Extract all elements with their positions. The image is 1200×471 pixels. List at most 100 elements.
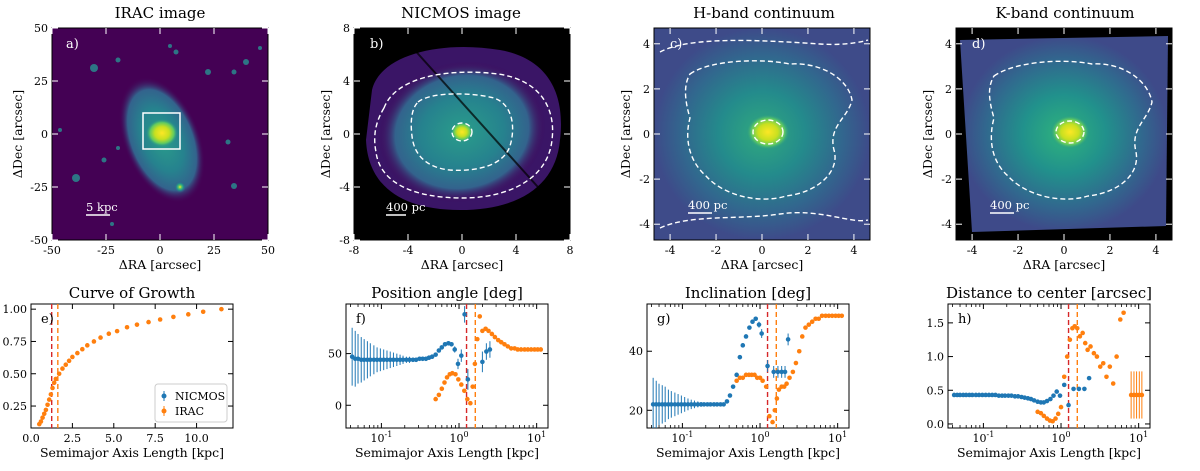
point-irac (41, 411, 47, 417)
legend-label-irac: IRAC (175, 405, 204, 418)
ytick-label-cog: 0.75 (3, 335, 28, 348)
nicmos-scalebar-label: 400 pc (386, 200, 425, 214)
point-irac (1091, 350, 1097, 356)
title-pa: Position angle [deg] (371, 284, 523, 302)
point-irac (1117, 317, 1123, 322)
ytick-label-kband: -4 (941, 218, 952, 231)
point-nicmos (449, 342, 454, 347)
point-nicmos (1048, 396, 1053, 402)
point-irac (456, 377, 461, 382)
ytick-label-irac: 25 (34, 75, 48, 88)
title-hband: H-band continuum (693, 4, 835, 22)
plot-inc: 10-1 100 101 20 40 Semimajor Axis Length [kpc… (629, 303, 850, 460)
ytick-label-nicmos: -4 (339, 181, 350, 194)
point-nicmos (381, 357, 386, 363)
point-irac (806, 322, 812, 327)
xtick-label-inc: 10-1 (671, 430, 693, 445)
point-irac (453, 371, 458, 377)
panel-nicmos-image: 400 pc b) (353, 27, 571, 241)
xtick-label-dist: 101 (1129, 430, 1148, 445)
hband-panel-label: c) (670, 37, 682, 52)
ytick-label-dist: 0.5 (927, 384, 945, 397)
point-nicmos (679, 402, 684, 407)
point-irac (53, 376, 59, 382)
point-irac (439, 386, 445, 392)
panel-label-cog: e) (41, 312, 54, 327)
point-irac (796, 348, 802, 354)
irac-companion-source (174, 181, 186, 193)
xtick-label-cog: 2.5 (64, 432, 82, 445)
point-irac (1085, 347, 1090, 353)
xtick-label-nicmos: 0 (459, 244, 466, 257)
point-nicmos (989, 392, 995, 398)
point-irac (459, 382, 464, 387)
point-irac (472, 361, 478, 367)
point-irac (515, 347, 521, 352)
point-irac (1077, 334, 1083, 339)
point-irac (38, 419, 44, 424)
point-irac (106, 331, 112, 337)
point-nicmos (387, 357, 393, 363)
point-nicmos (371, 357, 377, 363)
nicmos-nucleus (451, 122, 473, 142)
point-irac (823, 313, 828, 319)
point-irac (70, 354, 75, 360)
point-nicmos (1066, 402, 1071, 408)
point-nicmos (480, 359, 485, 365)
point-irac (784, 381, 789, 387)
point-nicmos (782, 369, 788, 375)
ytick-label-cog: 0.25 (3, 400, 28, 413)
plot-frame-dist (947, 303, 1151, 429)
legend-label-nicmos: NICMOS (175, 390, 225, 403)
point-nicmos (721, 402, 726, 407)
point-irac (819, 313, 825, 319)
xtick-label-nicmos: -8 (349, 244, 360, 257)
nicmos-artifact-stripe (401, 35, 547, 197)
point-irac (799, 334, 805, 339)
point-nicmos (775, 369, 781, 375)
point-nicmos (756, 322, 762, 327)
point-nicmos (759, 331, 764, 336)
point-irac (1082, 340, 1088, 346)
ytick-label-hband: 0 (643, 128, 650, 141)
panel-label-inc: g) (657, 312, 670, 327)
point-nicmos (675, 402, 681, 407)
point-irac (1041, 413, 1047, 419)
point-nicmos (384, 357, 390, 363)
point-nicmos (455, 361, 461, 367)
point-irac (505, 344, 511, 349)
point-nicmos (452, 347, 458, 352)
ytick-label-hband: 4 (643, 38, 650, 51)
point-nicmos (957, 392, 963, 398)
xtick-label-irac: -25 (97, 244, 115, 257)
point-irac (1094, 354, 1100, 359)
point-irac (826, 313, 832, 319)
point-irac (486, 328, 491, 334)
point-irac (75, 350, 80, 356)
point-nicmos (682, 402, 687, 407)
point-irac (477, 314, 483, 319)
point-nicmos (459, 353, 464, 358)
point-irac (1088, 344, 1093, 349)
xlabel-irac: ΔRA [arcsec] (119, 257, 201, 272)
xtick-label-nicmos: 4 (513, 244, 520, 257)
point-irac (465, 396, 470, 402)
point-irac (134, 322, 140, 327)
point-irac (770, 419, 775, 425)
ytick-label-pa: 0 (335, 399, 342, 412)
xtick-label-kband: -4 (967, 244, 978, 257)
point-irac (518, 347, 524, 352)
irac-scalebar-label: 5 kpc (86, 200, 118, 214)
point-nicmos (747, 325, 752, 330)
point-irac (829, 313, 835, 319)
point-nicmos (779, 369, 784, 375)
point-irac (157, 317, 163, 322)
point-irac (1074, 325, 1080, 331)
ytick-label-kband: 4 (945, 38, 952, 51)
xtick-label-kband: 0 (1061, 244, 1068, 257)
point-nicmos (973, 392, 979, 398)
point-irac (508, 346, 514, 351)
point-nicmos (1061, 382, 1067, 388)
point-irac (1110, 381, 1116, 386)
point-nicmos (727, 393, 733, 398)
